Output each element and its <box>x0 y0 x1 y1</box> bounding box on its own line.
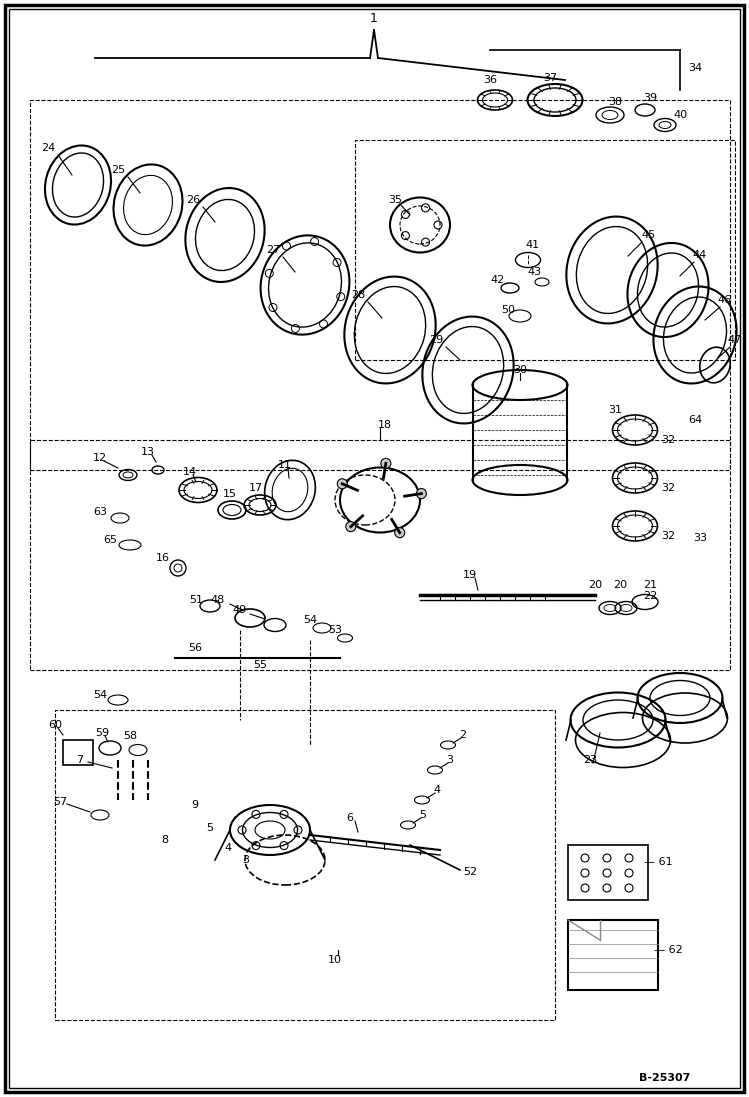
Text: 44: 44 <box>693 250 707 260</box>
Text: 3: 3 <box>446 755 453 765</box>
Text: 65: 65 <box>103 535 117 545</box>
Text: 4: 4 <box>225 842 231 853</box>
Bar <box>568 920 658 989</box>
Text: 1: 1 <box>370 11 378 24</box>
Text: 46: 46 <box>718 295 732 305</box>
Text: 41: 41 <box>526 240 540 250</box>
Circle shape <box>416 488 426 498</box>
Bar <box>355 140 735 360</box>
Text: 11: 11 <box>278 460 292 470</box>
Text: 10: 10 <box>328 955 342 965</box>
Text: 21: 21 <box>643 580 657 590</box>
Text: 32: 32 <box>661 531 675 541</box>
Text: 56: 56 <box>188 643 202 653</box>
Text: 42: 42 <box>491 275 505 285</box>
Text: 28: 28 <box>351 290 365 299</box>
Text: — 62: — 62 <box>654 945 682 955</box>
Text: 16: 16 <box>156 553 170 563</box>
Text: 24: 24 <box>41 143 55 152</box>
Text: 37: 37 <box>543 73 557 83</box>
Text: 34: 34 <box>688 63 702 73</box>
Text: 9: 9 <box>192 800 198 810</box>
Text: 47: 47 <box>728 335 742 344</box>
Text: 64: 64 <box>688 415 702 425</box>
Text: 3: 3 <box>243 855 249 866</box>
Text: — 61: — 61 <box>643 857 673 867</box>
Circle shape <box>337 478 348 489</box>
Text: 39: 39 <box>643 93 657 103</box>
Text: 63: 63 <box>93 507 107 517</box>
Text: 40: 40 <box>673 110 687 120</box>
Text: 35: 35 <box>388 195 402 205</box>
Text: 4: 4 <box>434 785 440 795</box>
Text: 48: 48 <box>211 595 225 606</box>
Text: 6: 6 <box>347 813 354 823</box>
Text: 50: 50 <box>501 305 515 315</box>
Text: 19: 19 <box>463 570 477 580</box>
Text: 15: 15 <box>223 489 237 499</box>
Text: 32: 32 <box>661 483 675 493</box>
Text: 60: 60 <box>48 720 62 730</box>
Text: 52: 52 <box>463 867 477 877</box>
Text: 20: 20 <box>588 580 602 590</box>
Text: 32: 32 <box>661 436 675 445</box>
Text: 17: 17 <box>249 483 263 493</box>
Text: B-25307: B-25307 <box>640 1073 691 1083</box>
Text: 57: 57 <box>53 798 67 807</box>
Text: 33: 33 <box>693 533 707 543</box>
Bar <box>30 440 730 670</box>
Text: 18: 18 <box>378 420 392 430</box>
Text: 13: 13 <box>141 446 155 457</box>
Text: 38: 38 <box>608 97 622 108</box>
Text: 51: 51 <box>189 595 203 606</box>
Text: 53: 53 <box>328 625 342 635</box>
Text: 31: 31 <box>608 405 622 415</box>
Text: 22: 22 <box>643 591 657 601</box>
Text: 59: 59 <box>95 728 109 738</box>
Text: 27: 27 <box>266 245 280 255</box>
Circle shape <box>346 521 356 532</box>
Text: 30: 30 <box>513 365 527 375</box>
Text: 58: 58 <box>123 731 137 740</box>
Text: 25: 25 <box>111 165 125 176</box>
Text: 12: 12 <box>93 453 107 463</box>
Bar <box>63 740 93 765</box>
Text: 5: 5 <box>419 810 426 819</box>
Text: 45: 45 <box>641 230 655 240</box>
Circle shape <box>380 459 391 468</box>
Bar <box>30 100 730 470</box>
Text: 7: 7 <box>76 755 84 765</box>
Text: 55: 55 <box>253 660 267 670</box>
Bar <box>55 710 555 1020</box>
Text: 36: 36 <box>483 75 497 84</box>
Text: 20: 20 <box>613 580 627 590</box>
Text: 26: 26 <box>186 195 200 205</box>
Text: 49: 49 <box>233 606 247 615</box>
Text: 5: 5 <box>207 823 213 833</box>
Text: 2: 2 <box>459 730 467 740</box>
Text: 29: 29 <box>429 335 443 344</box>
Text: 43: 43 <box>528 267 542 278</box>
Text: 54: 54 <box>93 690 107 700</box>
Bar <box>568 845 648 900</box>
Text: 8: 8 <box>162 835 169 845</box>
Text: 54: 54 <box>303 615 317 625</box>
Circle shape <box>395 528 404 538</box>
Text: 14: 14 <box>183 467 197 477</box>
Text: 23: 23 <box>583 755 597 765</box>
